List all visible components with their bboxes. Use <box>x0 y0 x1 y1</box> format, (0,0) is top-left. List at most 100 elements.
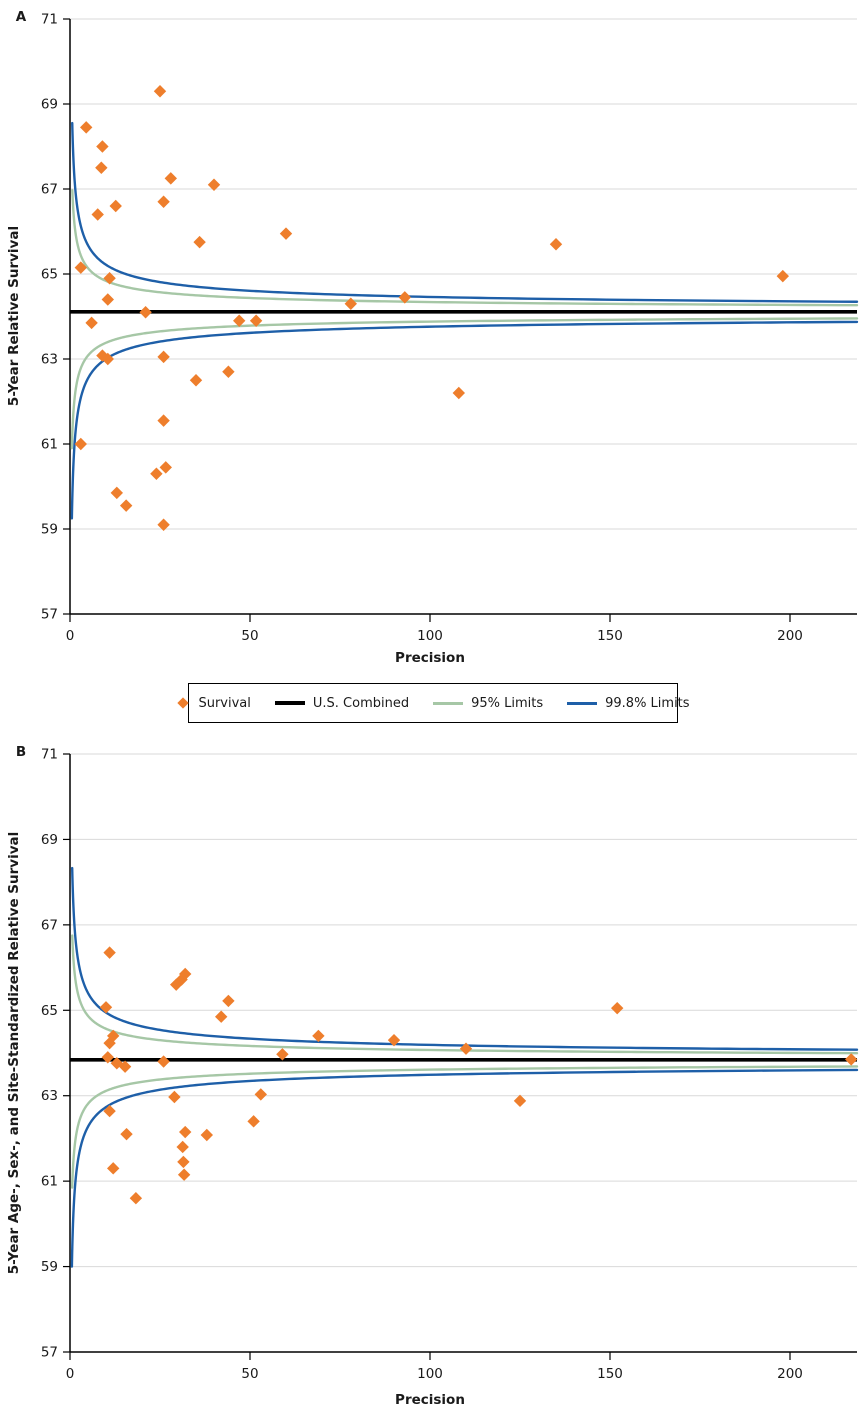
y-tick-label: 69 <box>41 832 58 848</box>
data-point-diamond <box>845 1053 858 1066</box>
data-point-diamond <box>103 1036 116 1050</box>
data-point-diamond <box>168 1090 181 1104</box>
panel-a-letter: A <box>15 9 27 25</box>
upper-998-limit-curve <box>71 121 859 303</box>
data-point-diamond <box>254 1088 267 1101</box>
data-point-diamond <box>249 314 263 327</box>
us-combined-line-swatch <box>274 701 305 705</box>
legend: Survival U.S. Combined 95% Limits 99.8% … <box>177 683 690 723</box>
panel-b-letter: B <box>15 744 27 760</box>
y-tick-label: 63 <box>41 352 58 368</box>
y-tick-label: 69 <box>41 97 58 113</box>
survival-diamond-swatch <box>177 697 190 709</box>
data-point-diamond <box>119 499 133 512</box>
data-point-diamond <box>101 293 114 306</box>
data-point-diamond <box>139 306 152 319</box>
panel-a-x-axis-title: Precision <box>395 650 465 666</box>
data-point-diamond <box>103 272 116 285</box>
legend-label-survival: Survival <box>198 695 251 711</box>
data-point-diamond <box>207 178 221 191</box>
y-tick-label: 71 <box>41 747 58 763</box>
data-point-diamond <box>157 414 170 427</box>
x-tick-label: 100 <box>417 628 443 644</box>
x-tick-label: 50 <box>241 1366 258 1382</box>
x-tick-label: 100 <box>417 1366 443 1382</box>
data-point-diamond <box>193 235 206 249</box>
legend-item-95-limits: 95% Limits <box>433 696 543 711</box>
data-point-diamond <box>103 946 116 959</box>
y-tick-label: 57 <box>41 1345 58 1361</box>
legend-label-998-limits: 99.8% Limits <box>605 695 690 711</box>
data-point-diamond <box>549 238 563 251</box>
y-tick-label: 71 <box>41 12 58 28</box>
lower-998-limit-curve <box>70 320 859 520</box>
data-point-diamond <box>157 195 170 208</box>
limits-95-line-swatch <box>433 701 464 705</box>
upper-95-limit-curve <box>71 189 859 307</box>
y-tick-label: 61 <box>41 437 58 453</box>
data-point-diamond <box>101 352 114 366</box>
data-point-diamond <box>175 973 188 986</box>
data-point-diamond <box>80 121 93 134</box>
lower-95-limit-curve <box>70 1065 859 1189</box>
y-tick-label: 57 <box>41 607 58 623</box>
x-tick-label: 0 <box>66 1366 75 1382</box>
data-point-diamond <box>95 161 108 174</box>
data-point-diamond <box>159 461 172 474</box>
data-point-diamond <box>103 1104 116 1118</box>
data-point-diamond <box>157 1055 170 1068</box>
y-tick-label: 65 <box>41 1003 58 1019</box>
legend-item-survival: Survival <box>176 695 251 711</box>
panel-b-x-axis-title: Precision <box>395 1392 465 1408</box>
legend-item-us-combined: U.S. Combined <box>274 695 410 711</box>
data-point-diamond <box>513 1094 527 1108</box>
data-point-diamond <box>101 1051 114 1064</box>
data-point-diamond <box>150 467 163 480</box>
data-point-diamond <box>74 437 87 451</box>
limits-998-line-swatch <box>567 701 598 705</box>
y-tick-label: 59 <box>41 522 58 538</box>
y-tick-label: 61 <box>41 1174 58 1190</box>
y-tick-label: 67 <box>41 182 58 198</box>
legend-label-us-combined: U.S. Combined <box>312 695 410 711</box>
data-point-diamond <box>222 994 235 1008</box>
lower-998-limit-curve <box>70 1068 859 1268</box>
x-tick-label: 50 <box>241 628 258 644</box>
panel-b-y-axis-title: 5-Year Age-, Sex-, and Site-Standardized… <box>6 831 22 1275</box>
data-point-diamond <box>279 227 293 240</box>
legend-label-95-limits: 95% Limits <box>471 695 544 711</box>
data-point-diamond <box>99 1001 113 1014</box>
data-point-diamond <box>170 978 183 991</box>
data-point-diamond <box>189 374 203 387</box>
data-point-diamond <box>459 1042 473 1055</box>
legend-item-998-limits: 99.8% Limits <box>567 695 690 711</box>
data-point-diamond <box>118 1060 132 1073</box>
data-point-diamond <box>452 386 465 400</box>
data-point-diamond <box>276 1048 289 1061</box>
x-tick-label: 200 <box>777 1366 803 1382</box>
data-point-diamond <box>157 350 170 364</box>
x-tick-label: 150 <box>597 628 623 644</box>
data-point-diamond <box>776 269 789 283</box>
data-point-diamond <box>200 1128 213 1142</box>
upper-95-limit-curve <box>71 934 859 1055</box>
data-point-diamond <box>398 291 411 304</box>
upper-998-limit-curve <box>70 866 859 1051</box>
data-point-diamond <box>179 967 192 981</box>
data-point-diamond <box>157 518 170 531</box>
data-point-diamond <box>611 1001 624 1015</box>
data-point-diamond <box>120 1127 133 1141</box>
data-point-diamond <box>129 1192 143 1205</box>
y-tick-label: 59 <box>41 1259 58 1275</box>
panel-a-y-axis-title: 5-Year Relative Survival <box>6 225 22 407</box>
data-point-diamond <box>387 1033 401 1047</box>
y-tick-label: 63 <box>41 1088 58 1104</box>
data-point-diamond <box>179 1125 192 1139</box>
data-point-diamond <box>247 1115 260 1128</box>
data-point-diamond <box>164 172 177 185</box>
x-tick-label: 200 <box>777 628 803 644</box>
data-point-diamond <box>344 297 357 310</box>
data-point-diamond <box>91 208 104 221</box>
